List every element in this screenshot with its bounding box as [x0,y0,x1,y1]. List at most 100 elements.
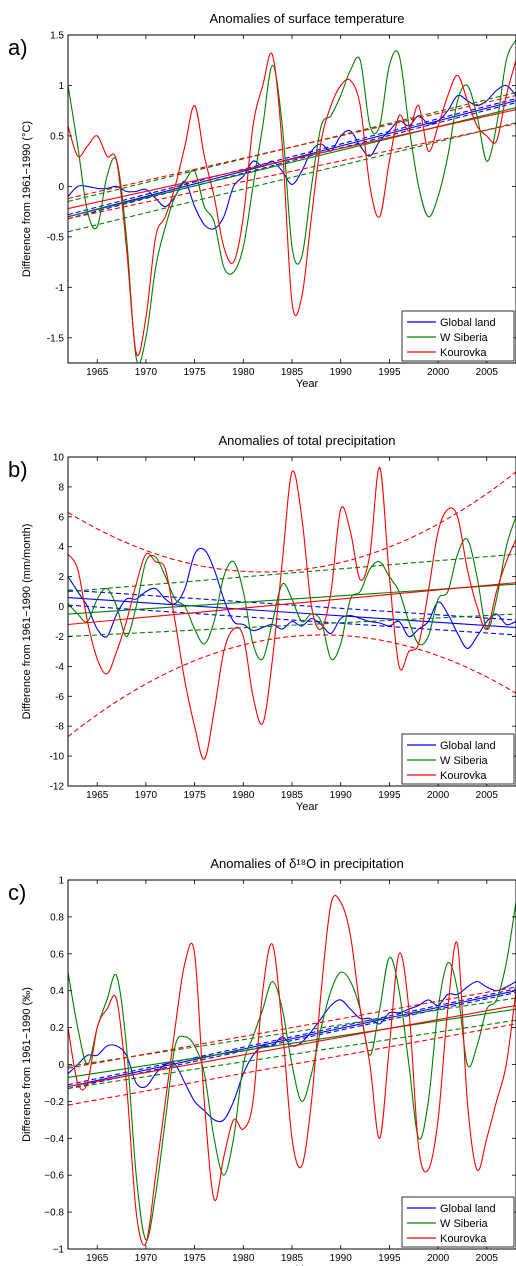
confidence-limit-w-siberia [68,553,516,593]
x-tick-label: 1975 [183,367,206,378]
series-line-w-siberia [68,39,516,363]
x-tick-label: 2005 [476,367,499,378]
x-tick-label: 1995 [378,367,401,378]
x-tick-label: 1980 [232,367,255,378]
series-line-kourovka [68,466,516,760]
x-tick-label: 1985 [281,367,304,378]
series-line-w-siberia [68,902,516,1241]
y-tick-label: -4 [55,662,64,673]
y-tick-label: 0.6 [50,949,64,960]
y-tick-label: 6 [58,512,64,523]
confidence-limit-w-siberia [68,91,516,203]
y-tick-label: −0.8 [44,1208,64,1219]
plot-data [68,39,516,363]
confidence-limit-kourovka [68,1023,516,1106]
plot-data [68,894,516,1246]
x-tick-label: 1995 [378,790,401,801]
legend: Global land W Siberia Kourovka [401,733,515,785]
series-line-kourovka [68,52,516,357]
y-tick-label: -1.5 [47,333,65,344]
chart-panel-3: 1965 1970 1975 1980 1985 1990 1995 2000 2005 −1 −0… [8,856,516,1266]
plot-data [68,466,516,760]
trend-line-kourovka [68,109,516,210]
trend-line-kourovka [68,1004,516,1088]
legend-label: W Siberia [440,332,489,344]
legend-box [401,1196,515,1248]
confidence-limit-global-land [68,98,516,216]
y-tick-label: 0.4 [50,986,64,997]
chart-title: Anomalies of surface temperature [209,11,404,26]
confidence-limit-global-land [68,992,516,1090]
panel-letter: c) [8,880,26,905]
x-axis-label: Year [296,378,319,390]
x-tick-label: 1970 [135,790,158,801]
confidence-limit-w-siberia [68,1019,516,1090]
panel-letter: a) [8,35,28,60]
trend-line-w-siberia [68,1008,516,1078]
x-tick-label: 1985 [281,790,304,801]
confidence-limit-kourovka [68,471,516,573]
confidence-limit-w-siberia [68,613,516,638]
legend-label: Global land [440,317,496,329]
x-tick-label: 1980 [232,1253,255,1264]
chart-title: Anomalies of δ¹⁸O in precipitation [210,856,403,871]
legend: Global land W Siberia Kourovka [401,1196,515,1248]
confidence-limit-kourovka [68,634,516,738]
x-tick-label: 1965 [86,1253,109,1264]
y-tick-label: 0.5 [50,131,64,142]
y-axis-label: Difference from 1961−1990 (mm/month) [21,524,33,720]
y-tick-label: 0 [58,182,64,193]
y-tick-label: 4 [58,542,64,553]
x-tick-label: 2005 [476,790,499,801]
legend-label: Kourovka [440,1233,487,1245]
y-tick-label: 1 [58,81,64,92]
y-tick-label: 10 [53,453,65,464]
confidence-limit-kourovka [68,95,516,200]
x-tick-label: 1990 [330,1253,353,1264]
chart-panel-1: 1965 1970 1975 1980 1985 1990 1995 2000 2005 -1.5… [8,11,516,390]
x-tick-label: 1990 [330,790,353,801]
series-line-kourovka [68,894,516,1246]
x-tick-label: 1970 [135,1253,158,1264]
confidence-limit-kourovka [68,986,516,1069]
y-tick-label: -6 [55,692,64,703]
y-tick-label: −1 [53,1245,65,1256]
x-tick-label: 1975 [183,790,206,801]
legend-label: Kourovka [440,770,487,782]
y-tick-label: -0.5 [47,232,65,243]
legend-box [401,310,515,362]
series-line-global-land [68,84,516,230]
trend-line-global-land [68,597,516,629]
y-tick-label: −0.4 [44,1134,64,1145]
confidence-limit-global-land [68,589,516,621]
legend-box [401,733,515,785]
x-tick-label: 2000 [427,790,450,801]
x-tick-label: 1980 [232,790,255,801]
y-tick-label: -8 [55,722,64,733]
y-tick-label: −0.2 [44,1097,64,1108]
legend-label: Global land [440,1203,496,1215]
x-tick-label: 2005 [476,1253,499,1264]
y-tick-label: 0 [58,1060,64,1071]
legend-label: W Siberia [440,755,489,767]
y-tick-label: 0.8 [50,912,64,923]
y-tick-label: -12 [50,782,65,793]
trend-line-kourovka [68,582,516,626]
chart-title: Anomalies of total precipitation [218,433,395,448]
confidence-limit-kourovka [68,123,516,220]
confidence-limit-global-land [68,604,516,636]
x-tick-label: 1965 [86,367,109,378]
y-tick-label: 8 [58,482,64,493]
confidence-limit-global-land [68,102,516,220]
y-tick-label: 0 [58,602,64,613]
x-tick-label: 1995 [378,1253,401,1264]
legend-label: Global land [440,740,496,752]
x-tick-label: 1965 [86,790,109,801]
x-tick-label: 2000 [427,1253,450,1264]
x-tick-label: 1970 [135,367,158,378]
y-tick-label: 2 [58,572,64,583]
legend-label: W Siberia [440,1218,489,1230]
y-tick-label: -10 [50,752,65,763]
y-tick-label: 0.2 [50,1023,64,1034]
